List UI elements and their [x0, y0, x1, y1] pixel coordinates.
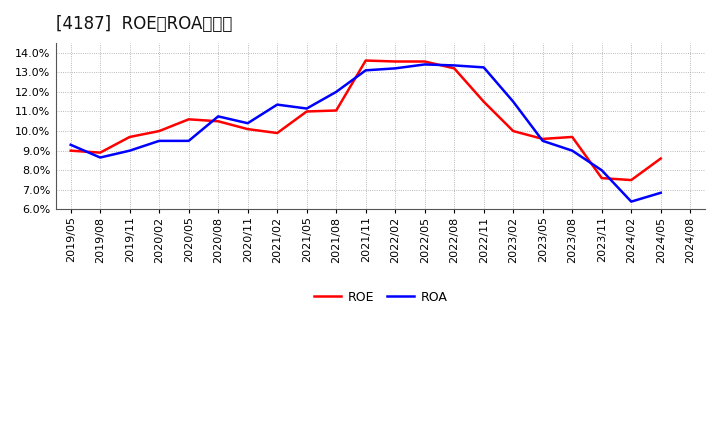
ROE — [450, 66, 459, 71]
ROE — [184, 117, 193, 122]
ROE — [66, 148, 75, 153]
ROE — [361, 58, 370, 63]
Line: ROA: ROA — [71, 64, 661, 202]
ROE — [598, 176, 606, 181]
ROA — [125, 148, 134, 153]
ROE — [568, 134, 577, 139]
ROA — [657, 190, 665, 195]
ROA — [627, 199, 636, 204]
ROA — [480, 65, 488, 70]
ROE — [391, 59, 400, 64]
ROE — [214, 119, 222, 124]
Line: ROE: ROE — [71, 61, 661, 180]
ROE — [509, 128, 518, 134]
ROA — [66, 142, 75, 147]
ROE — [273, 130, 282, 136]
ROA — [361, 68, 370, 73]
ROE — [332, 108, 341, 113]
ROA — [420, 62, 429, 67]
ROE — [243, 126, 252, 132]
ROE — [539, 136, 547, 142]
ROE — [302, 109, 311, 114]
Text: [4187]  ROE、ROAの推移: [4187] ROE、ROAの推移 — [56, 15, 233, 33]
ROA — [273, 102, 282, 107]
ROE — [155, 128, 163, 134]
ROA — [568, 148, 577, 153]
ROA — [243, 121, 252, 126]
ROA — [450, 63, 459, 68]
ROE — [125, 134, 134, 139]
ROE — [420, 59, 429, 64]
Legend: ROE, ROA: ROE, ROA — [309, 286, 452, 309]
ROA — [598, 168, 606, 173]
ROA — [539, 138, 547, 143]
ROA — [391, 66, 400, 71]
ROA — [96, 155, 104, 160]
ROA — [155, 138, 163, 143]
ROA — [302, 106, 311, 111]
ROE — [480, 99, 488, 104]
ROA — [332, 89, 341, 95]
ROE — [96, 150, 104, 155]
ROE — [627, 177, 636, 183]
ROA — [509, 99, 518, 104]
ROE — [657, 156, 665, 161]
ROA — [214, 114, 222, 119]
ROA — [184, 138, 193, 143]
